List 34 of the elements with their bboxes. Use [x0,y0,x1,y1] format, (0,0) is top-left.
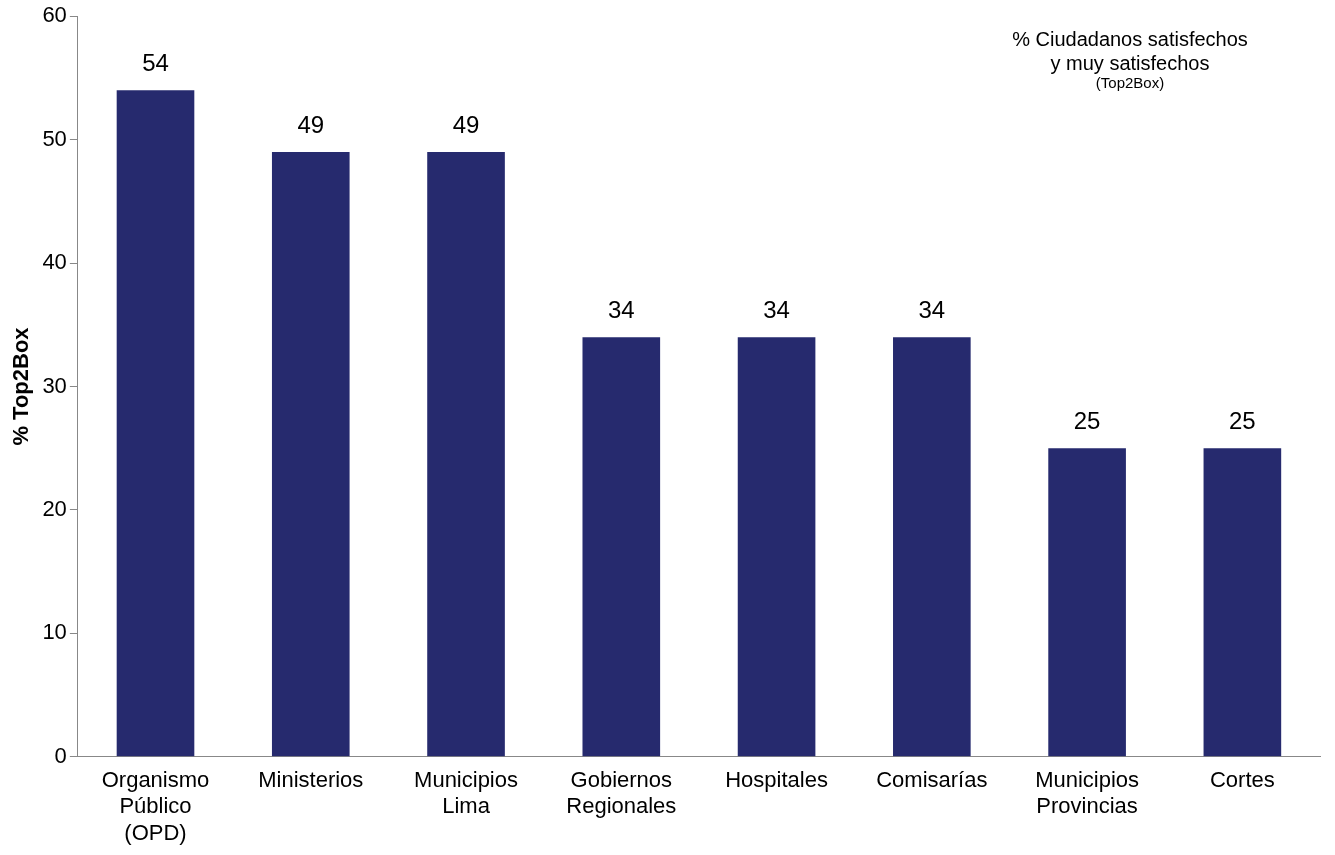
x-tick-label: Gobiernos Regionales [566,767,677,819]
y-tick-label: 60 [42,2,67,28]
data-label: 34 [607,295,635,323]
bar [427,151,505,757]
bar [271,151,350,757]
bar [1048,448,1126,757]
y-tick-label: 30 [42,372,67,398]
y-tick-label: 10 [42,619,67,645]
y-tick-label: 40 [42,249,67,275]
data-label: 34 [918,295,946,323]
y-tick-label: 20 [42,496,67,521]
data-label: 25 [1229,406,1256,434]
y-axis-title: % Top2Box [8,326,34,446]
bar [582,337,661,757]
x-tick-label: Cortes [1209,767,1275,793]
annotation: (Top2Box) [1095,74,1165,92]
x-tick-label: Ministerios [258,767,364,793]
bar [737,337,816,757]
x-tick-label: Hospitales [725,767,828,793]
data-label: 34 [763,295,790,323]
bar [116,90,195,757]
data-label: 49 [297,110,325,138]
x-tick-label: Organismo Público (OPD) [101,767,210,845]
bar [1203,448,1282,757]
y-tick-label: 50 [42,125,67,151]
x-tick-label: Municipios Lima [414,767,518,819]
bar [893,337,971,757]
x-tick-label: Municipios Provincias [1035,767,1140,819]
data-label: 54 [142,48,169,76]
x-tick-label: Comisarías [876,767,988,793]
annotation: % Ciudadanos satisfechos y muy satisfechos [1012,27,1248,74]
data-label: 25 [1073,406,1101,434]
data-label: 49 [452,110,480,138]
y-tick-label: 0 [54,742,67,768]
